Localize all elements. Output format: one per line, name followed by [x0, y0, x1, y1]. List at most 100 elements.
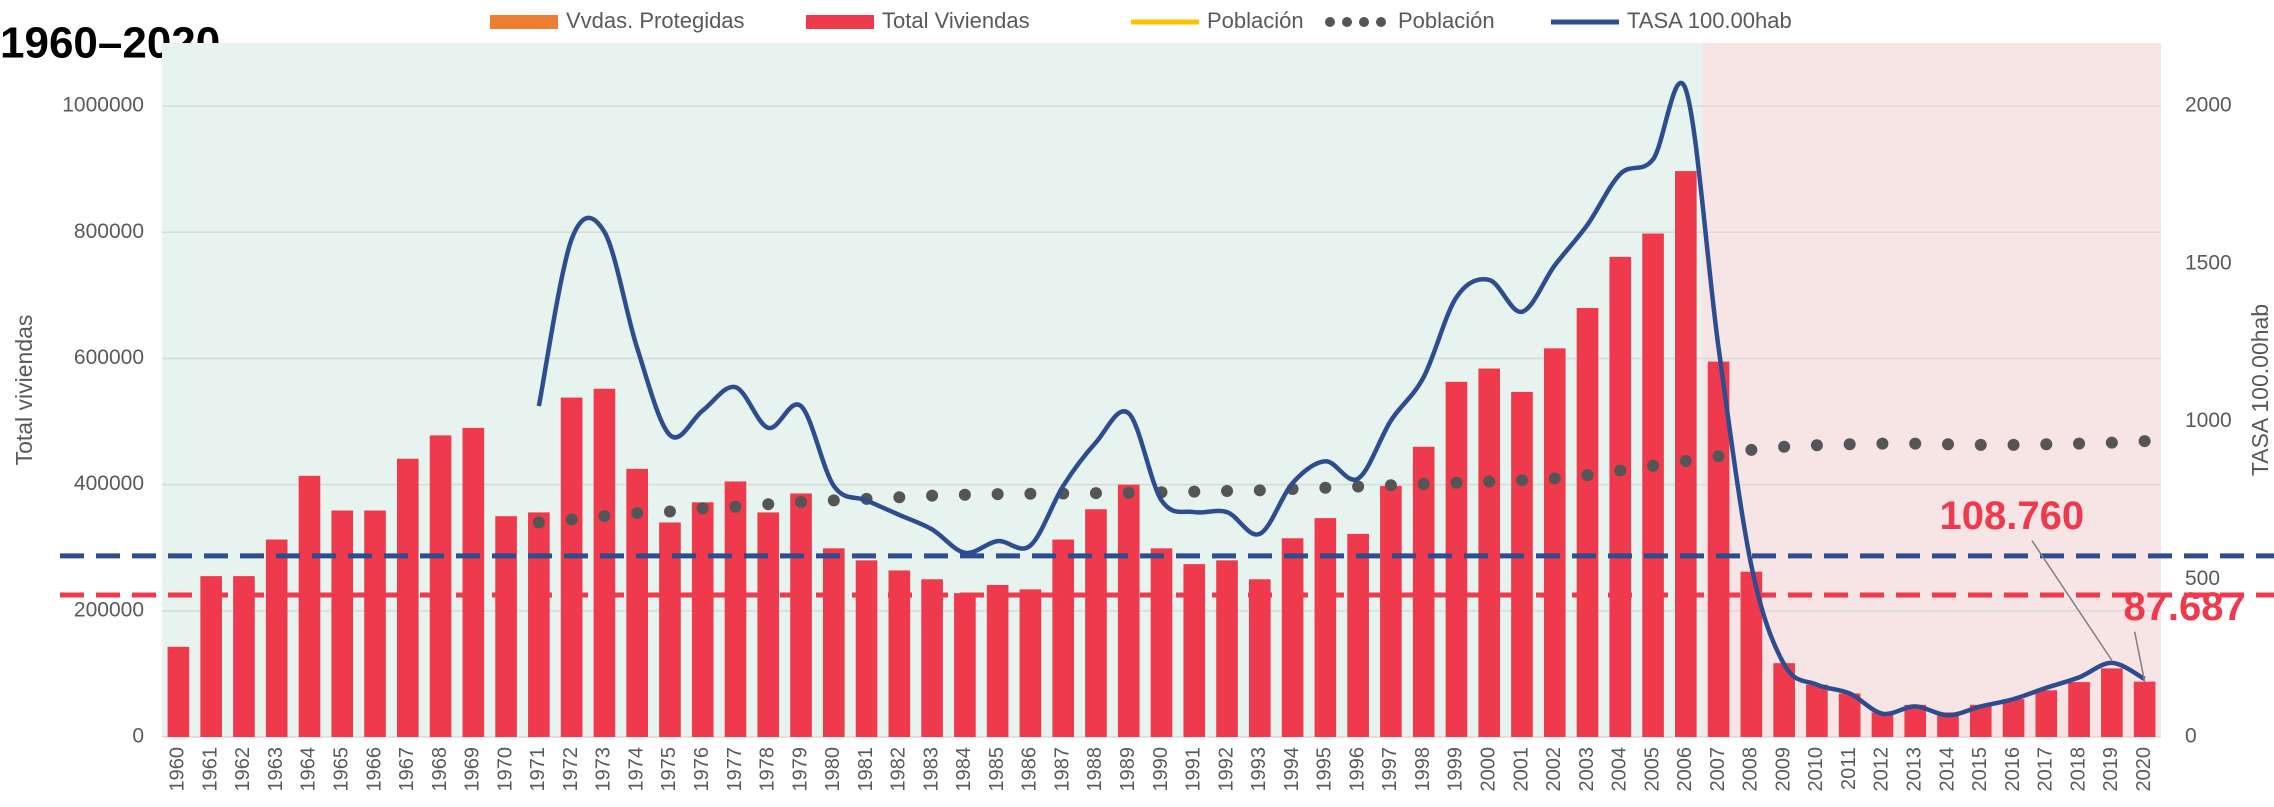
x-tick-label: 1978 — [757, 747, 779, 792]
dot — [1974, 438, 1987, 451]
dot — [1778, 440, 1791, 453]
y-tick-label: 800000 — [74, 220, 144, 243]
dot — [1843, 438, 1856, 451]
legend-swatch — [1342, 17, 1352, 27]
bar — [2101, 668, 2123, 737]
y-tick-label: 200000 — [74, 598, 144, 621]
x-tick-label: 2006 — [1674, 747, 1696, 792]
bar — [1347, 533, 1369, 737]
dot — [663, 505, 676, 518]
dot — [631, 507, 644, 520]
bar — [822, 548, 845, 737]
x-tick-label: 1977 — [724, 747, 746, 792]
x-tick-label: 2013 — [1904, 747, 1926, 792]
x-tick-label: 1965 — [331, 747, 353, 792]
y2-tick-label: 1500 — [2185, 251, 2232, 274]
x-tick-label: 1979 — [789, 747, 811, 792]
x-tick-label: 2015 — [1969, 747, 1991, 792]
bar — [1478, 368, 1501, 737]
bar — [593, 388, 616, 737]
x-tick-label: 1998 — [1412, 747, 1434, 792]
x-tick-label: 1990 — [1150, 747, 1172, 792]
legend-label: TASA 100.00hab — [1627, 8, 1792, 33]
x-tick-label: 1960 — [167, 747, 189, 792]
dot — [1647, 459, 1660, 472]
x-tick-label: 1997 — [1379, 747, 1401, 792]
bar — [528, 512, 550, 737]
bar — [1281, 538, 1304, 737]
dot — [926, 489, 939, 502]
bar — [1052, 539, 1075, 737]
x-tick-label: 1987 — [1051, 747, 1073, 792]
bar — [659, 522, 681, 737]
x-tick-label: 1989 — [1117, 747, 1139, 792]
legend-label: Vvdas. Protegidas — [566, 8, 745, 33]
dot — [1483, 475, 1496, 488]
x-tick-label: 1981 — [855, 747, 877, 792]
bar — [1412, 446, 1435, 737]
x-tick-label: 2016 — [2002, 747, 2024, 792]
bar — [1740, 571, 1763, 737]
bar — [1380, 485, 1402, 737]
bar — [1904, 704, 1927, 737]
bar — [724, 481, 747, 737]
x-tick-label: 1993 — [1248, 747, 1270, 792]
bar — [495, 516, 517, 737]
dot — [565, 513, 578, 526]
bar — [954, 593, 976, 737]
dot — [1089, 487, 1102, 500]
bar — [1871, 712, 1894, 737]
bar — [1183, 564, 1206, 737]
x-tick-label: 1961 — [199, 747, 221, 792]
x-tick-label: 1967 — [396, 747, 418, 792]
x-tick-label: 1980 — [822, 747, 844, 792]
x-tick-label: 1976 — [691, 747, 713, 792]
legend-label: Población — [1207, 8, 1304, 33]
x-tick-label: 2008 — [1740, 747, 1762, 792]
x-tick-label: 1966 — [363, 747, 385, 792]
x-tick-label: 1992 — [1215, 747, 1237, 792]
x-tick-label: 1983 — [920, 747, 942, 792]
dot — [893, 491, 906, 504]
leader-line — [2133, 631, 2146, 682]
bar — [2035, 690, 2058, 737]
data-label: 108.760 — [1940, 494, 2085, 538]
legend-swatch — [1359, 17, 1369, 27]
x-tick-label: 2018 — [2067, 747, 2089, 792]
dot — [2138, 435, 2151, 448]
bar — [855, 560, 878, 737]
dot — [1810, 439, 1823, 452]
bar — [888, 570, 911, 737]
x-tick-label: 2000 — [1477, 747, 1499, 792]
x-tick-label: 2019 — [2100, 747, 2122, 792]
dot — [1024, 487, 1037, 500]
dot — [1581, 469, 1594, 482]
y2-tick-label: 0 — [2185, 725, 2197, 748]
bar — [429, 435, 452, 737]
bar — [1806, 684, 1828, 737]
dot — [1253, 484, 1266, 497]
x-tick-label: 2007 — [1707, 747, 1729, 792]
bar — [1248, 579, 1271, 737]
x-tick-label: 2010 — [1805, 747, 1827, 792]
dot — [1745, 443, 1758, 456]
bar — [626, 468, 648, 737]
y-tick-label: 0 — [132, 725, 144, 748]
x-tick-label: 2012 — [1871, 747, 1893, 792]
bar — [1314, 518, 1337, 737]
bar — [331, 510, 354, 737]
dot — [1679, 454, 1692, 467]
dot — [696, 502, 709, 515]
x-tick-label: 1969 — [462, 747, 484, 792]
y-tick-label: 400000 — [74, 472, 144, 495]
x-tick-label: 1985 — [986, 747, 1008, 792]
bar — [2068, 682, 2090, 737]
x-tick-label: 1962 — [232, 747, 254, 792]
x-tick-label: 2005 — [1641, 747, 1663, 792]
x-tick-label: 1963 — [265, 747, 287, 792]
dot — [1319, 481, 1332, 494]
legend-label: Población — [1398, 8, 1495, 33]
x-tick-label: 2014 — [1936, 747, 1958, 792]
legend-swatch — [1376, 17, 1386, 27]
x-tick-label: 1996 — [1346, 747, 1368, 792]
